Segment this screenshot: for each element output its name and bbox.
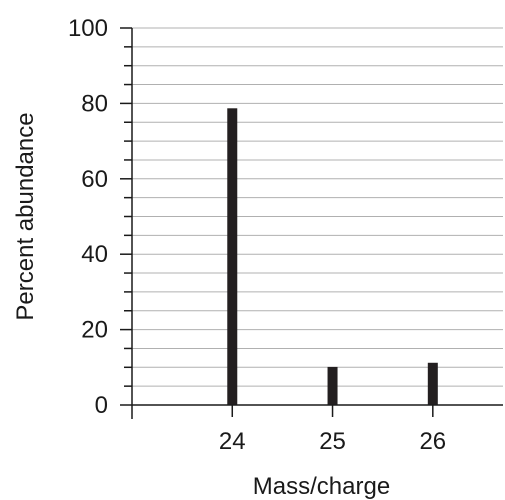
y-tick-label: 60	[81, 166, 108, 193]
bar-24	[227, 108, 238, 406]
x-tick-label: 24	[219, 428, 246, 455]
y-tick-label: 0	[95, 392, 108, 419]
y-tick-label: 20	[81, 317, 108, 344]
y-axis-title: Percent abundance	[12, 112, 39, 320]
bar-26	[427, 362, 438, 405]
y-tick-label: 40	[81, 241, 108, 268]
bars	[227, 108, 438, 406]
x-axis-ticks: 24 25 26	[219, 405, 446, 455]
y-tick-label: 80	[81, 90, 108, 117]
axes	[131, 28, 503, 419]
gridlines	[132, 27, 503, 387]
y-tick-label: 100	[68, 15, 108, 42]
x-tick-label: 26	[419, 428, 446, 455]
bar-25	[327, 366, 338, 405]
y-axis-ticks: 0 20 40 60 80 100	[68, 15, 132, 419]
x-axis-title: Mass/charge	[253, 473, 390, 500]
x-tick-label: 25	[319, 428, 346, 455]
